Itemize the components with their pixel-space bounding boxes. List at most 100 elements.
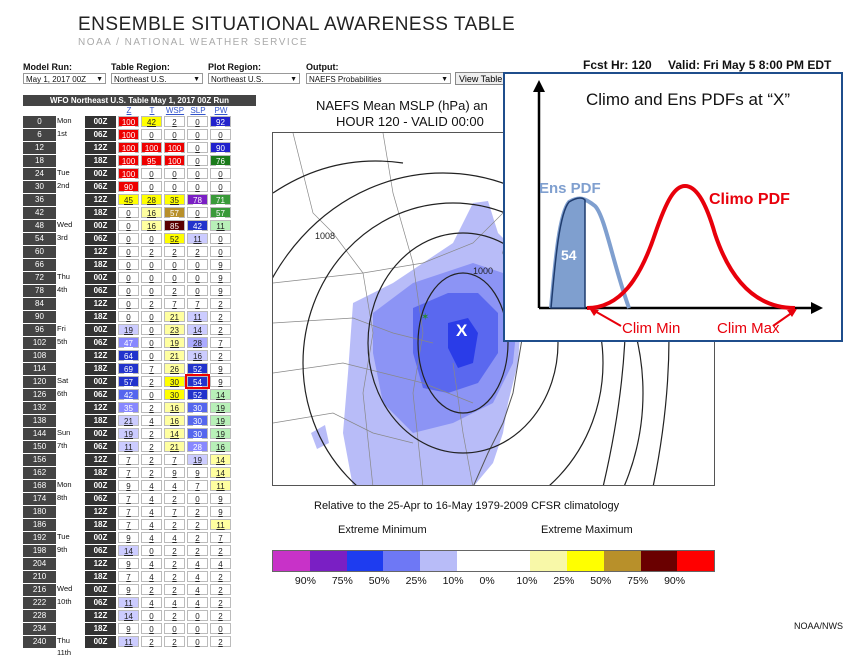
table-cell[interactable]: 4 [141, 415, 162, 426]
table-cell[interactable]: 0 [118, 311, 139, 322]
table-cell[interactable]: 0 [164, 129, 185, 140]
table-cell[interactable]: 100 [118, 116, 139, 127]
table-cell[interactable]: 4 [187, 584, 208, 595]
table-cell[interactable]: 0 [210, 129, 231, 140]
table-cell[interactable]: 78 [187, 194, 208, 205]
table-cell[interactable]: 76 [210, 155, 231, 166]
table-cell[interactable]: 11 [210, 480, 231, 491]
table-cell[interactable]: 11 [210, 519, 231, 530]
table-cell[interactable]: 90 [118, 181, 139, 192]
table-cell[interactable]: 11 [210, 220, 231, 231]
table-cell[interactable]: 4 [141, 519, 162, 530]
table-cell[interactable]: 2 [164, 558, 185, 569]
table-cell[interactable]: 4 [141, 493, 162, 504]
table-cell[interactable]: 0 [187, 116, 208, 127]
table-cell[interactable]: 9 [118, 558, 139, 569]
table-cell[interactable]: 19 [187, 454, 208, 465]
table-cell[interactable]: 2 [164, 246, 185, 257]
table-cell[interactable]: 9 [210, 285, 231, 296]
table-cell[interactable]: 7 [187, 480, 208, 491]
table-cell[interactable]: 0 [141, 181, 162, 192]
table-cell[interactable]: 52 [187, 389, 208, 400]
table-cell[interactable]: 30 [164, 376, 185, 387]
table-cell[interactable]: 9 [164, 467, 185, 478]
table-cell[interactable]: 19 [164, 337, 185, 348]
table-cell[interactable]: 16 [141, 220, 162, 231]
table-cell[interactable]: 30 [187, 402, 208, 413]
table-cell[interactable]: 14 [118, 545, 139, 556]
table-cell[interactable]: 0 [118, 233, 139, 244]
table-cell[interactable]: 0 [164, 272, 185, 283]
table-cell[interactable]: 2 [141, 467, 162, 478]
table-cell[interactable]: 14 [118, 610, 139, 621]
table-cell[interactable]: 52 [187, 363, 208, 374]
table-cell[interactable]: 2 [164, 285, 185, 296]
table-cell[interactable]: 0 [118, 246, 139, 257]
table-cell[interactable]: 9 [187, 467, 208, 478]
table-cell[interactable]: 9 [210, 493, 231, 504]
table-cell[interactable]: 2 [141, 584, 162, 595]
column-t[interactable]: T [149, 106, 155, 115]
table-cell[interactable]: 0 [118, 259, 139, 270]
table-cell[interactable]: 45 [118, 194, 139, 205]
table-cell[interactable]: 7 [141, 363, 162, 374]
table-cell[interactable]: 9 [118, 584, 139, 595]
table-cell[interactable]: 0 [187, 272, 208, 283]
table-cell[interactable]: 57 [210, 207, 231, 218]
table-cell[interactable]: 19 [118, 428, 139, 439]
table-cell[interactable]: 2 [210, 311, 231, 322]
column-wsp[interactable]: WSP [165, 106, 185, 115]
table-cell[interactable]: 2 [210, 324, 231, 335]
table-cell[interactable]: 100 [118, 142, 139, 153]
table-cell[interactable]: 2 [141, 246, 162, 257]
table-cell[interactable]: 2 [164, 571, 185, 582]
table-cell[interactable]: 2 [210, 298, 231, 309]
table-cell[interactable]: 92 [210, 116, 231, 127]
table-cell[interactable]: 0 [118, 272, 139, 283]
table-cell[interactable]: 7 [164, 298, 185, 309]
table-cell[interactable]: 0 [210, 181, 231, 192]
table-cell[interactable]: 2 [210, 610, 231, 621]
table-cell[interactable]: 2 [141, 454, 162, 465]
table-cell[interactable]: 7 [210, 532, 231, 543]
table-cell[interactable]: 0 [141, 623, 162, 634]
table-cell[interactable]: 19 [118, 324, 139, 335]
table-cell[interactable]: 11 [118, 597, 139, 608]
table-cell[interactable]: 16 [164, 402, 185, 413]
table-cell[interactable]: 4 [210, 558, 231, 569]
table-cell[interactable]: 0 [141, 350, 162, 361]
table-cell[interactable]: 100 [118, 155, 139, 166]
table-cell[interactable]: 95 [141, 155, 162, 166]
table-cell[interactable]: 9 [118, 623, 139, 634]
table-cell[interactable]: 28 [187, 441, 208, 452]
table-cell[interactable]: 9 [210, 376, 231, 387]
table-cell[interactable]: 0 [141, 545, 162, 556]
table-cell[interactable]: 30 [187, 428, 208, 439]
table-cell[interactable]: 0 [164, 181, 185, 192]
table-cell[interactable]: 4 [164, 480, 185, 491]
table-cell[interactable]: 0 [210, 246, 231, 257]
model-run-select[interactable]: May 1, 2017 00Z ▼ [23, 73, 106, 84]
table-cell[interactable]: 30 [187, 415, 208, 426]
table-cell[interactable]: 47 [118, 337, 139, 348]
table-cell[interactable]: 4 [141, 558, 162, 569]
table-cell[interactable]: 0 [187, 207, 208, 218]
table-cell[interactable]: 21 [118, 415, 139, 426]
table-cell[interactable]: 57 [118, 376, 139, 387]
table-cell[interactable]: 7 [187, 298, 208, 309]
table-cell[interactable]: 2 [187, 545, 208, 556]
table-cell[interactable]: 0 [141, 168, 162, 179]
table-cell[interactable]: 30 [164, 389, 185, 400]
table-cell[interactable]: 2 [141, 298, 162, 309]
table-cell[interactable]: 0 [141, 610, 162, 621]
table-cell[interactable]: 4 [141, 480, 162, 491]
table-cell[interactable]: 2 [210, 545, 231, 556]
table-cell[interactable]: 0 [141, 311, 162, 322]
table-cell[interactable]: 0 [118, 220, 139, 231]
table-cell[interactable]: 0 [210, 623, 231, 634]
table-cell[interactable]: 42 [187, 220, 208, 231]
table-cell[interactable]: 100 [118, 129, 139, 140]
table-cell[interactable]: 14 [210, 389, 231, 400]
view-table-button[interactable]: View Table [455, 72, 509, 85]
table-cell[interactable]: 7 [118, 467, 139, 478]
